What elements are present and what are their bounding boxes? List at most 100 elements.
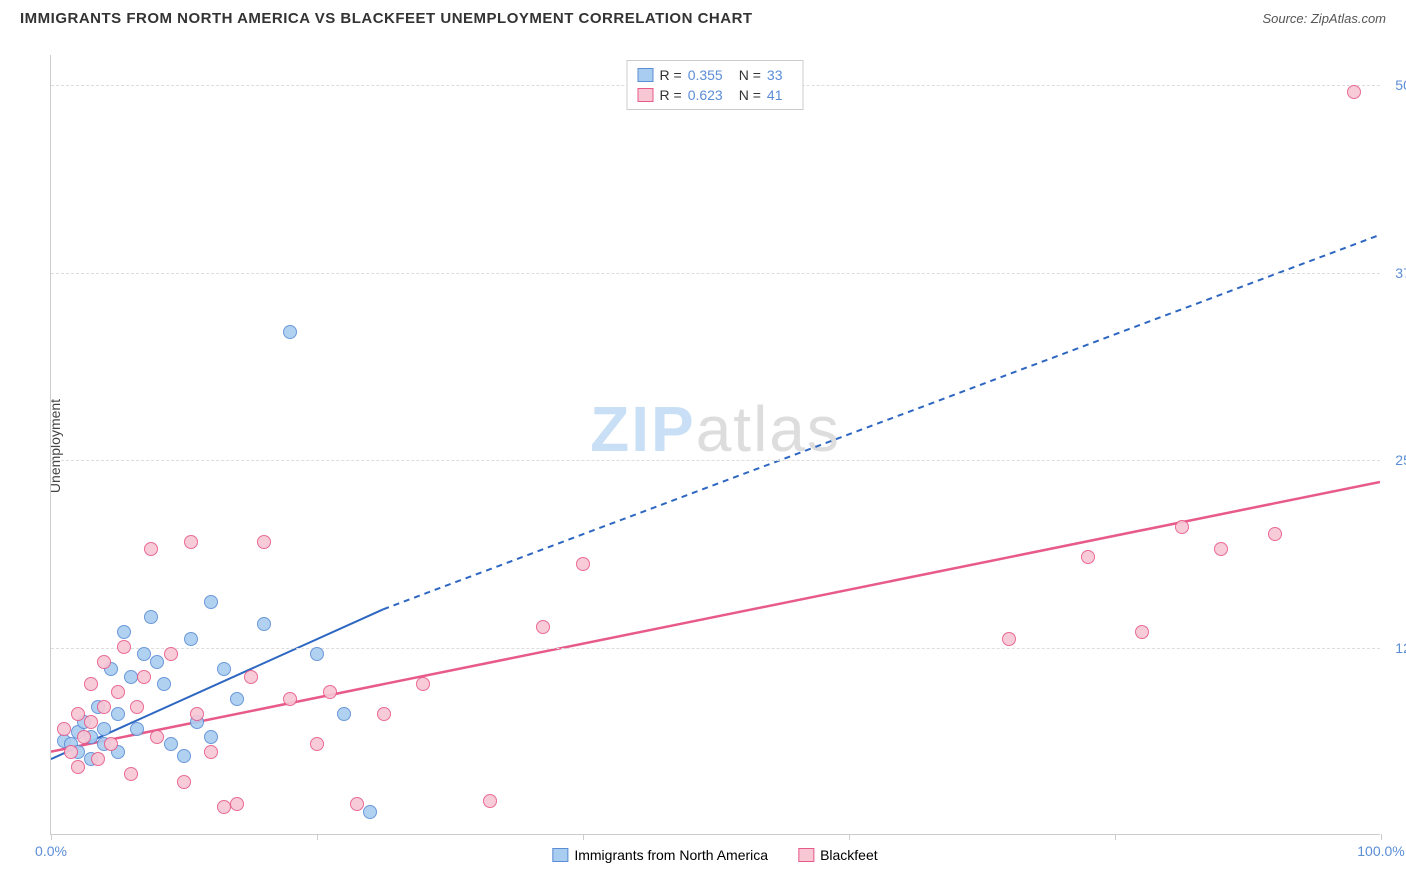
data-point-immigrants (97, 722, 111, 736)
chart-header: IMMIGRANTS FROM NORTH AMERICA VS BLACKFE… (0, 0, 1406, 32)
data-point-blackfeet (244, 670, 258, 684)
data-point-blackfeet (1214, 542, 1228, 556)
swatch-blackfeet (798, 848, 814, 862)
data-point-blackfeet (323, 685, 337, 699)
xtick-label: 100.0% (1357, 843, 1404, 859)
data-point-blackfeet (416, 677, 430, 691)
data-point-immigrants (177, 749, 191, 763)
data-point-immigrants (283, 325, 297, 339)
legend-stats: R = 0.355 N = 33 R = 0.623 N = 41 (627, 60, 804, 110)
data-point-blackfeet (184, 535, 198, 549)
data-point-blackfeet (1081, 550, 1095, 564)
data-point-blackfeet (137, 670, 151, 684)
data-point-blackfeet (71, 707, 85, 721)
watermark-atlas: atlas (696, 393, 841, 465)
r-label: R = (660, 87, 682, 103)
gridline-h (51, 648, 1380, 649)
n-label: N = (739, 87, 761, 103)
data-point-blackfeet (104, 737, 118, 751)
gridline-h (51, 273, 1380, 274)
xtick-mark (849, 834, 850, 840)
swatch-immigrants (638, 68, 654, 82)
xtick-mark (51, 834, 52, 840)
n-value-immigrants: 33 (767, 67, 783, 83)
data-point-immigrants (150, 655, 164, 669)
data-point-blackfeet (144, 542, 158, 556)
data-point-blackfeet (71, 760, 85, 774)
data-point-blackfeet (97, 655, 111, 669)
data-point-blackfeet (84, 677, 98, 691)
legend-stats-row-immigrants: R = 0.355 N = 33 (638, 65, 793, 85)
data-point-blackfeet (97, 700, 111, 714)
xtick-mark (317, 834, 318, 840)
data-point-blackfeet (130, 700, 144, 714)
data-point-blackfeet (117, 640, 131, 654)
chart-area: ZIPatlas 12.5%25.0%37.5%50.0%0.0%100.0% … (50, 55, 1380, 835)
swatch-blackfeet (638, 88, 654, 102)
data-point-immigrants (130, 722, 144, 736)
n-value-blackfeet: 41 (767, 87, 783, 103)
data-point-blackfeet (57, 722, 71, 736)
data-point-immigrants (257, 617, 271, 631)
legend-stats-row-blackfeet: R = 0.623 N = 41 (638, 85, 793, 105)
data-point-blackfeet (124, 767, 138, 781)
r-value-immigrants: 0.355 (688, 67, 723, 83)
trend-line-immigrants (383, 235, 1380, 610)
r-label: R = (660, 67, 682, 83)
data-point-immigrants (111, 707, 125, 721)
ytick-label: 25.0% (1395, 452, 1406, 468)
data-point-blackfeet (377, 707, 391, 721)
data-point-blackfeet (350, 797, 364, 811)
data-point-blackfeet (150, 730, 164, 744)
ytick-label: 50.0% (1395, 77, 1406, 93)
data-point-blackfeet (230, 797, 244, 811)
data-point-immigrants (217, 662, 231, 676)
data-point-blackfeet (1175, 520, 1189, 534)
xtick-mark (1381, 834, 1382, 840)
legend-series: Immigrants from North America Blackfeet (552, 847, 877, 863)
data-point-immigrants (164, 737, 178, 751)
legend-item-immigrants: Immigrants from North America (552, 847, 768, 863)
data-point-immigrants (124, 670, 138, 684)
n-label: N = (739, 67, 761, 83)
data-point-immigrants (157, 677, 171, 691)
trend-lines-svg (51, 55, 1380, 834)
data-point-immigrants (337, 707, 351, 721)
data-point-immigrants (204, 595, 218, 609)
data-point-blackfeet (111, 685, 125, 699)
swatch-immigrants (552, 848, 568, 862)
data-point-blackfeet (257, 535, 271, 549)
data-point-immigrants (137, 647, 151, 661)
data-point-blackfeet (190, 707, 204, 721)
data-point-blackfeet (177, 775, 191, 789)
data-point-blackfeet (310, 737, 324, 751)
ytick-label: 12.5% (1395, 640, 1406, 656)
data-point-blackfeet (283, 692, 297, 706)
data-point-blackfeet (1135, 625, 1149, 639)
data-point-blackfeet (64, 745, 78, 759)
legend-label-blackfeet: Blackfeet (820, 847, 878, 863)
data-point-blackfeet (77, 730, 91, 744)
data-point-blackfeet (164, 647, 178, 661)
data-point-blackfeet (204, 745, 218, 759)
data-point-immigrants (204, 730, 218, 744)
data-point-blackfeet (536, 620, 550, 634)
data-point-blackfeet (84, 715, 98, 729)
data-point-blackfeet (1268, 527, 1282, 541)
legend-item-blackfeet: Blackfeet (798, 847, 878, 863)
ytick-label: 37.5% (1395, 265, 1406, 281)
watermark-zip: ZIP (590, 393, 696, 465)
xtick-mark (1115, 834, 1116, 840)
data-point-blackfeet (91, 752, 105, 766)
data-point-immigrants (230, 692, 244, 706)
chart-title: IMMIGRANTS FROM NORTH AMERICA VS BLACKFE… (20, 10, 753, 27)
data-point-blackfeet (217, 800, 231, 814)
plot-area: ZIPatlas 12.5%25.0%37.5%50.0%0.0%100.0% (50, 55, 1380, 835)
data-point-immigrants (184, 632, 198, 646)
xtick-label: 0.0% (35, 843, 67, 859)
data-point-immigrants (117, 625, 131, 639)
data-point-blackfeet (1002, 632, 1016, 646)
gridline-h (51, 460, 1380, 461)
data-point-blackfeet (483, 794, 497, 808)
data-point-immigrants (310, 647, 324, 661)
